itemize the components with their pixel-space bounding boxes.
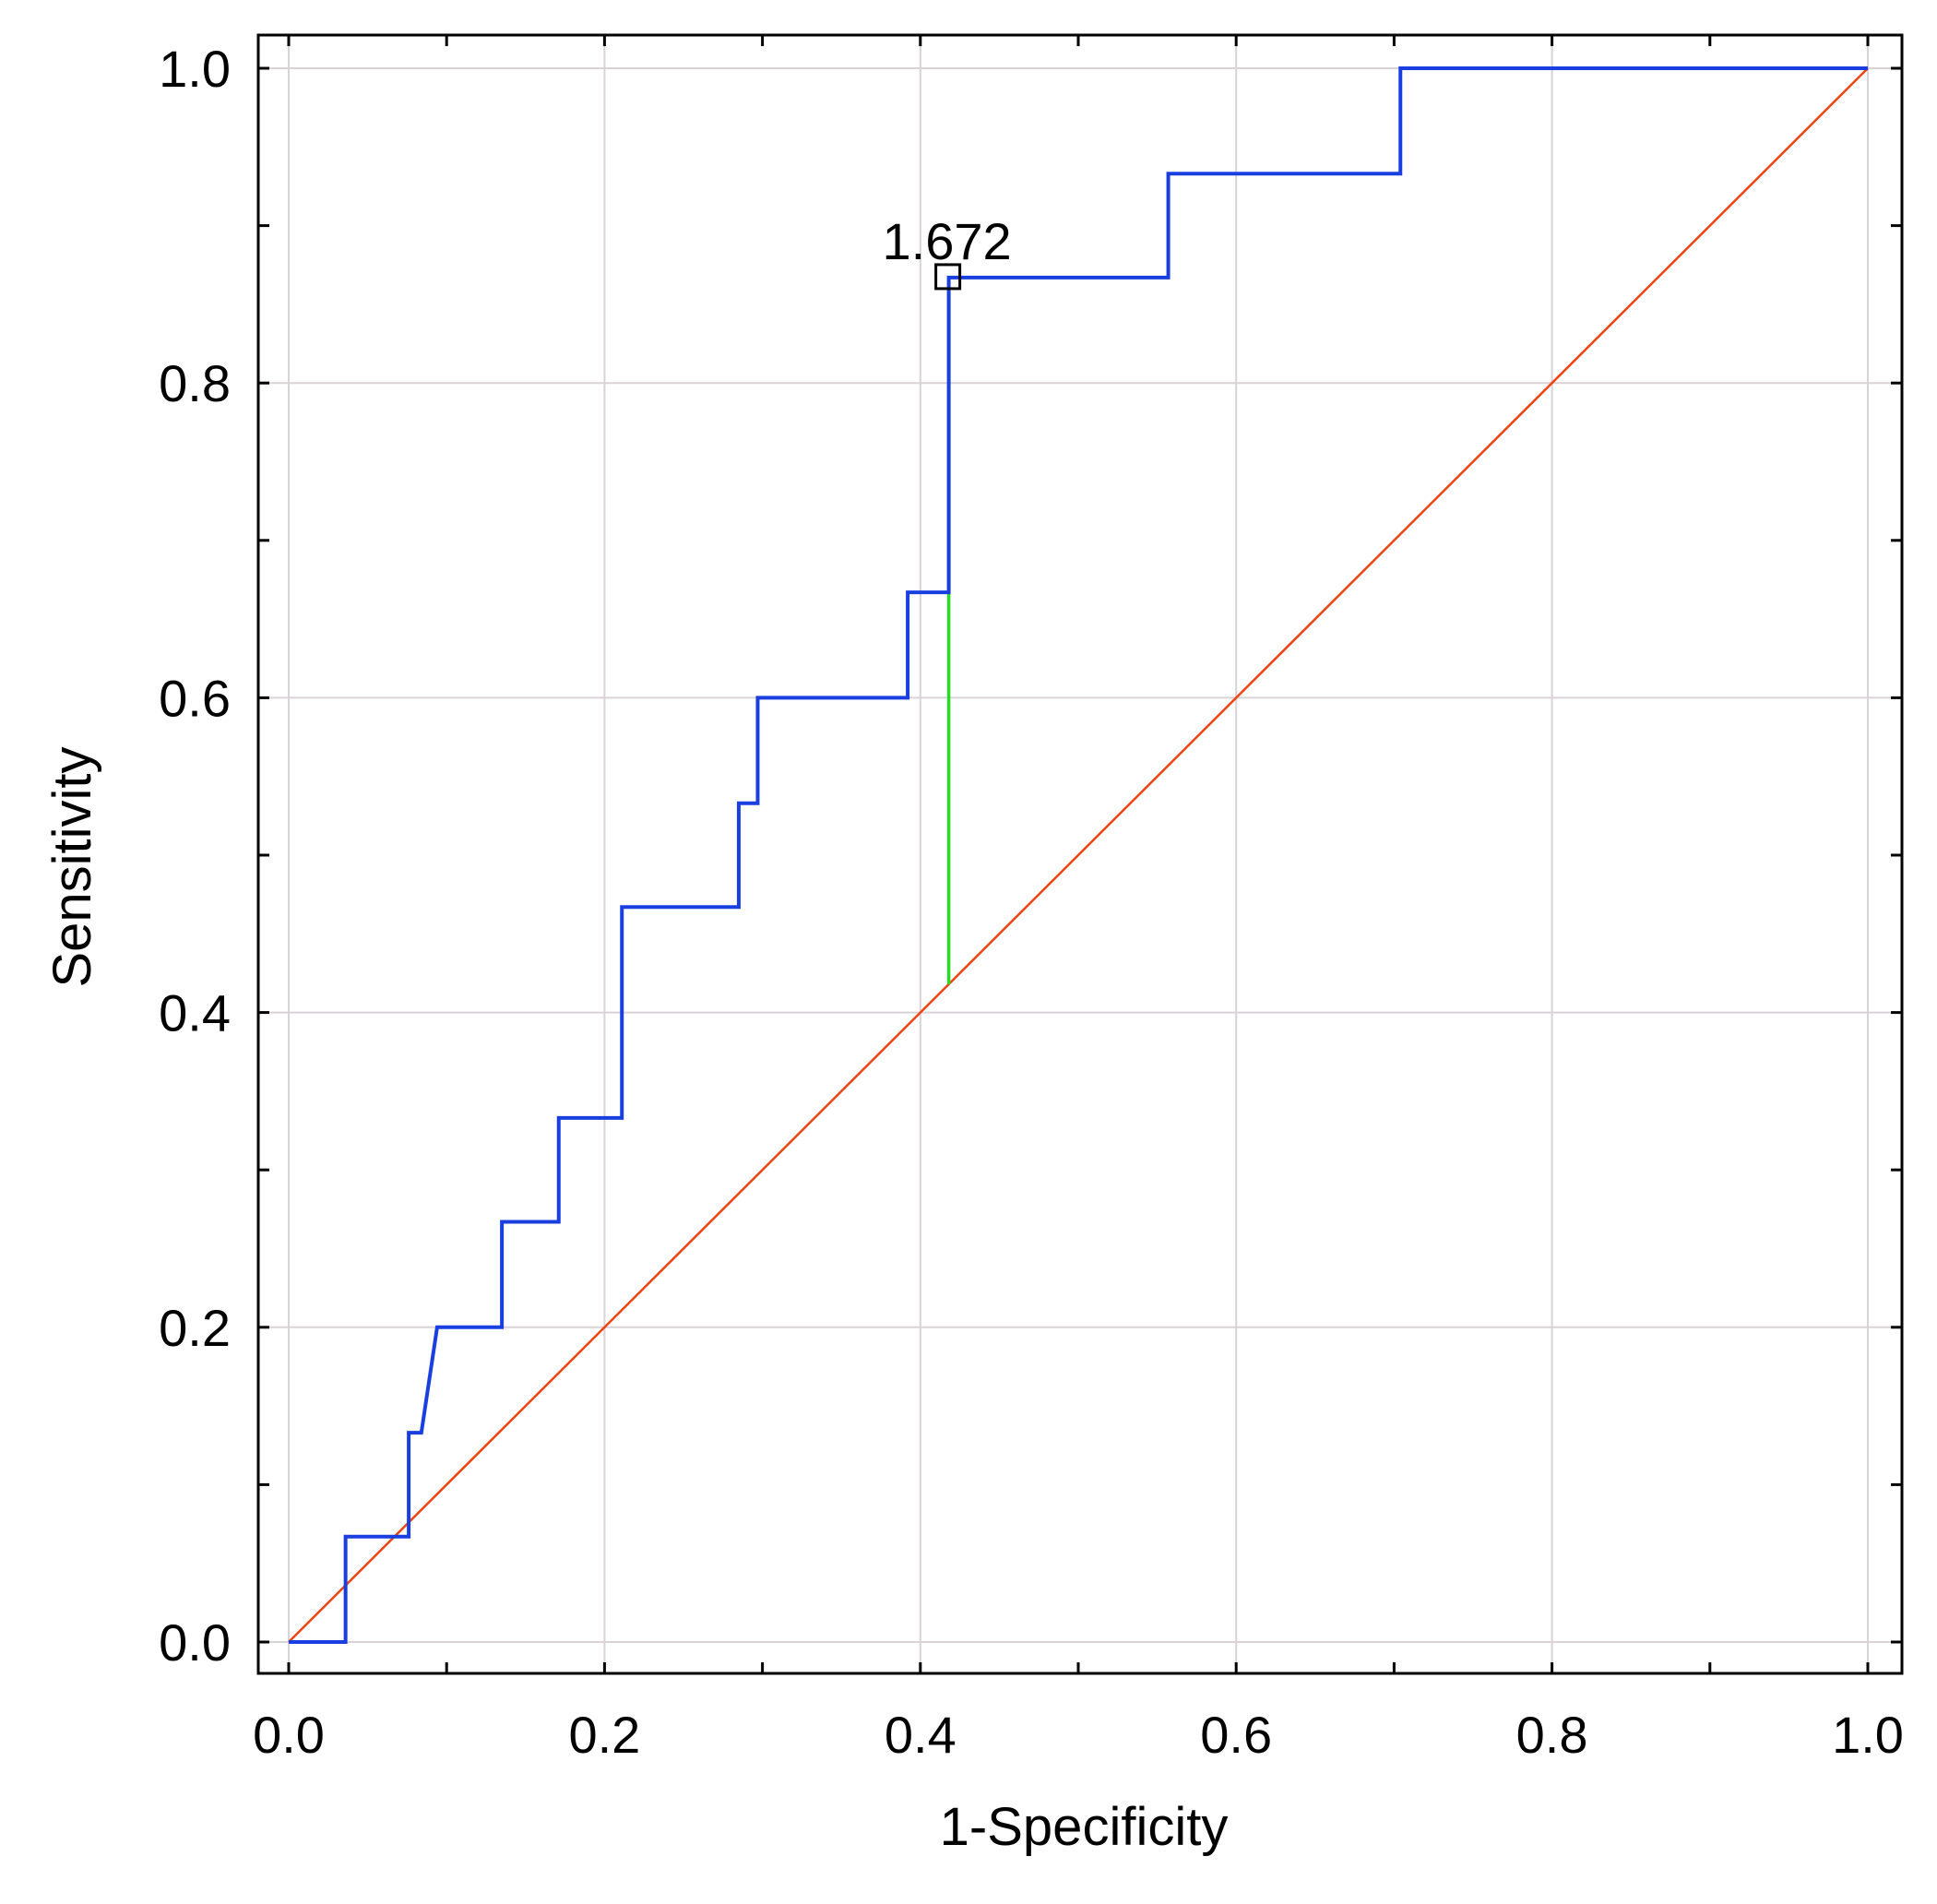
x-tick-label: 0.2	[568, 1706, 640, 1764]
x-tick-label: 0.6	[1200, 1706, 1272, 1764]
x-tick-label: 0.8	[1516, 1706, 1588, 1764]
y-tick-label: 0.2	[159, 1299, 231, 1357]
x-tick-label: 1.0	[1832, 1706, 1904, 1764]
reference-diagonal	[288, 67, 1869, 1643]
cutoff-point-marker	[934, 263, 962, 291]
roc-line	[289, 66, 1868, 1644]
x-tick-label: 0.4	[885, 1706, 957, 1764]
y-axis-label: Sensitivity	[42, 746, 102, 987]
y-axis-ticks: 0.0 0.2 0.4 0.6 0.8 1.0	[159, 40, 231, 1672]
y-tick-label: 0.0	[159, 1613, 231, 1672]
x-tick-label: 0.0	[253, 1706, 325, 1764]
y-tick-label: 1.0	[159, 40, 231, 98]
x-axis-label: 1-Specificity	[940, 1797, 1229, 1857]
x-axis-ticks: 0.0 0.2 0.4 0.6 0.8 1.0	[253, 1706, 1904, 1764]
y-tick-label: 0.6	[159, 669, 231, 727]
y-tick-label: 0.8	[159, 354, 231, 412]
y-tick-label: 0.4	[159, 984, 231, 1042]
reference-line	[288, 67, 1869, 1643]
plot-frame	[256, 33, 1904, 1675]
roc-curve	[289, 66, 1868, 1644]
cutoff-label: 1.672	[883, 212, 1012, 270]
grid-lines	[258, 35, 1902, 1673]
